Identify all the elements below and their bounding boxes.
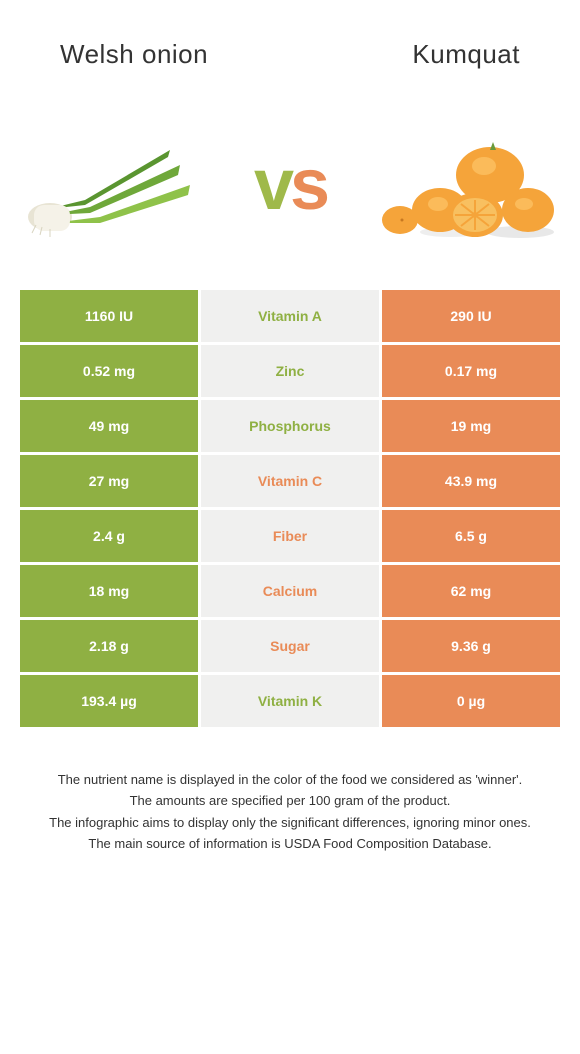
- right-value-cell: 6.5 g: [382, 510, 560, 562]
- table-row: 1160 IUVitamin A290 IU: [20, 290, 560, 342]
- vs-label: vs: [254, 144, 326, 226]
- right-value-cell: 290 IU: [382, 290, 560, 342]
- left-value-cell: 27 mg: [20, 455, 198, 507]
- nutrient-table: 1160 IUVitamin A290 IU0.52 mgZinc0.17 mg…: [20, 290, 560, 727]
- right-value-cell: 0 µg: [382, 675, 560, 727]
- table-row: 0.52 mgZinc0.17 mg: [20, 345, 560, 397]
- nutrient-name-cell: Fiber: [201, 510, 379, 562]
- left-value-cell: 49 mg: [20, 400, 198, 452]
- left-value-cell: 2.18 g: [20, 620, 198, 672]
- right-value-cell: 19 mg: [382, 400, 560, 452]
- images-row: vs: [0, 90, 580, 290]
- right-value-cell: 62 mg: [382, 565, 560, 617]
- nutrient-name-cell: Vitamin K: [201, 675, 379, 727]
- footer-line: The main source of information is USDA F…: [20, 834, 560, 854]
- food-left-title: Welsh onion: [60, 40, 208, 70]
- right-value-cell: 0.17 mg: [382, 345, 560, 397]
- table-row: 2.4 gFiber6.5 g: [20, 510, 560, 562]
- right-value-cell: 9.36 g: [382, 620, 560, 672]
- left-value-cell: 0.52 mg: [20, 345, 198, 397]
- footer-line: The nutrient name is displayed in the co…: [20, 770, 560, 790]
- table-row: 18 mgCalcium62 mg: [20, 565, 560, 617]
- table-row: 27 mgVitamin C43.9 mg: [20, 455, 560, 507]
- table-row: 2.18 gSugar9.36 g: [20, 620, 560, 672]
- right-value-cell: 43.9 mg: [382, 455, 560, 507]
- welsh-onion-image: [20, 120, 200, 250]
- kumquat-image: [380, 120, 560, 250]
- nutrient-name-cell: Sugar: [201, 620, 379, 672]
- table-row: 49 mgPhosphorus19 mg: [20, 400, 560, 452]
- left-value-cell: 1160 IU: [20, 290, 198, 342]
- vs-s: s: [290, 144, 326, 226]
- nutrient-name-cell: Zinc: [201, 345, 379, 397]
- vs-v: v: [254, 144, 290, 226]
- header: Welsh onion Kumquat: [0, 0, 580, 90]
- nutrient-name-cell: Vitamin C: [201, 455, 379, 507]
- footer-line: The amounts are specified per 100 gram o…: [20, 791, 560, 811]
- footer-notes: The nutrient name is displayed in the co…: [0, 730, 580, 854]
- left-value-cell: 2.4 g: [20, 510, 198, 562]
- left-value-cell: 18 mg: [20, 565, 198, 617]
- food-right-title: Kumquat: [412, 40, 520, 70]
- nutrient-name-cell: Calcium: [201, 565, 379, 617]
- nutrient-name-cell: Phosphorus: [201, 400, 379, 452]
- nutrient-name-cell: Vitamin A: [201, 290, 379, 342]
- footer-line: The infographic aims to display only the…: [20, 813, 560, 833]
- left-value-cell: 193.4 µg: [20, 675, 198, 727]
- table-row: 193.4 µgVitamin K0 µg: [20, 675, 560, 727]
